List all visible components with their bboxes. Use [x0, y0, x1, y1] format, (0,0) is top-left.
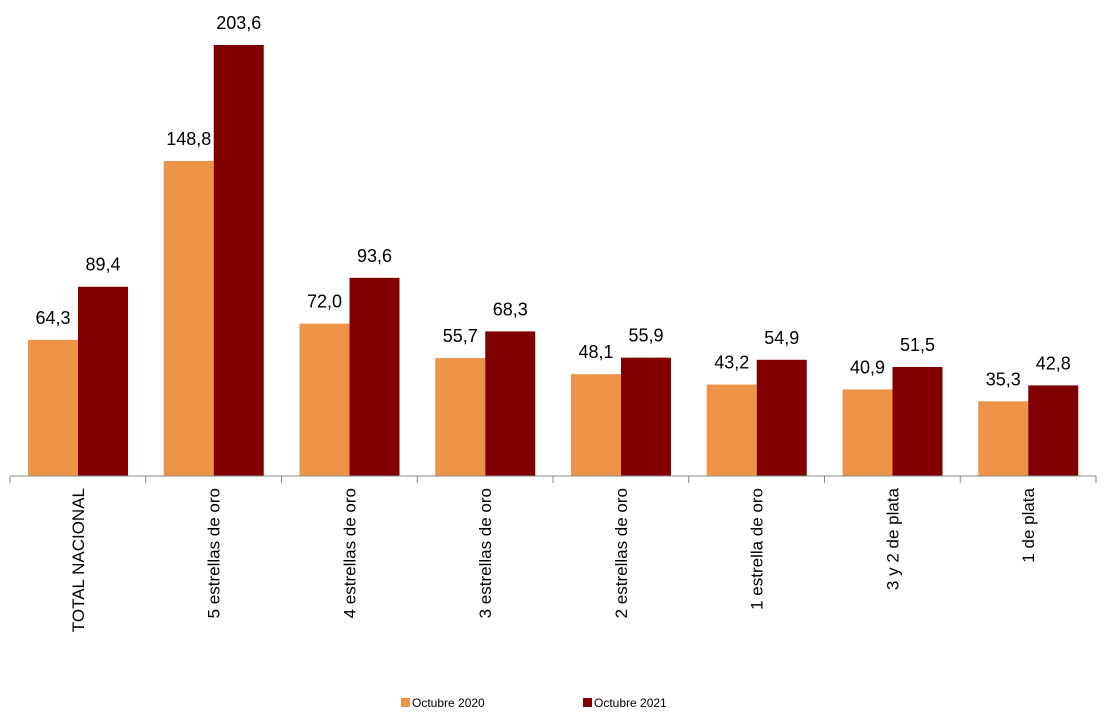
- legend-label: Octubre 2021: [594, 696, 667, 710]
- category-label: 1 de plata: [1019, 487, 1038, 562]
- legend-swatch: [583, 698, 592, 707]
- category-label: TOTAL NACIONAL: [69, 488, 88, 632]
- bar-octubre-2021-6: [892, 366, 943, 476]
- bar-octubre-2021-3: [485, 331, 536, 476]
- value-label: 55,7: [443, 326, 478, 346]
- value-label: 48,1: [578, 342, 613, 362]
- legend-label: Octubre 2020: [412, 696, 485, 710]
- value-label: 43,2: [714, 353, 749, 373]
- bar-octubre-2020-7: [978, 401, 1029, 476]
- bar-octubre-2021-4: [621, 357, 671, 476]
- value-label: 89,4: [85, 255, 120, 275]
- category-label: 3 y 2 de plata: [883, 487, 902, 590]
- bar-octubre-2021-1: [213, 45, 264, 476]
- bar-octubre-2020-4: [571, 374, 621, 476]
- bars-group: [28, 45, 1079, 476]
- value-label: 40,9: [850, 357, 885, 377]
- bar-octubre-2020-5: [706, 384, 757, 476]
- category-label: 4 estrellas de oro: [340, 488, 359, 618]
- category-label: 3 estrellas de oro: [476, 488, 495, 618]
- bar-octubre-2020-6: [842, 389, 893, 476]
- bar-octubre-2020-2: [299, 323, 350, 476]
- value-labels-group: 64,3 89,4 148,8 203,6 72,0 93,6 55,7 68,3 48,1 55…: [35, 13, 1070, 389]
- value-label: 72,0: [307, 292, 342, 312]
- legend: Octubre 2020 Octubre 2021: [401, 696, 667, 710]
- bar-octubre-2021-5: [756, 359, 807, 476]
- bar-octubre-2021-2: [349, 277, 400, 476]
- value-label: 42,8: [1036, 353, 1071, 373]
- bar-octubre-2020-0: [28, 339, 78, 476]
- value-label: 68,3: [493, 299, 528, 319]
- category-label: 2 estrellas de oro: [612, 488, 631, 618]
- category-label: 1 estrella de oro: [748, 488, 767, 610]
- bar-octubre-2021-0: [78, 286, 128, 476]
- value-label: 64,3: [35, 308, 70, 328]
- value-label: 51,5: [900, 335, 935, 355]
- value-label: 148,8: [166, 129, 211, 149]
- value-label: 203,6: [216, 13, 261, 33]
- bar-octubre-2020-3: [435, 358, 486, 476]
- x-axis: [9, 475, 1097, 483]
- value-label: 93,6: [357, 246, 392, 266]
- value-label: 55,9: [628, 326, 663, 346]
- category-label: 5 estrellas de oro: [205, 488, 224, 618]
- category-labels-group: TOTAL NACIONAL 5 estrellas de oro 4 estrel…: [69, 487, 1038, 632]
- legend-swatch: [401, 698, 410, 707]
- value-label: 54,9: [764, 328, 799, 348]
- value-label: 35,3: [986, 369, 1021, 389]
- bar-octubre-2020-1: [163, 161, 214, 476]
- bar-octubre-2021-7: [1028, 385, 1079, 476]
